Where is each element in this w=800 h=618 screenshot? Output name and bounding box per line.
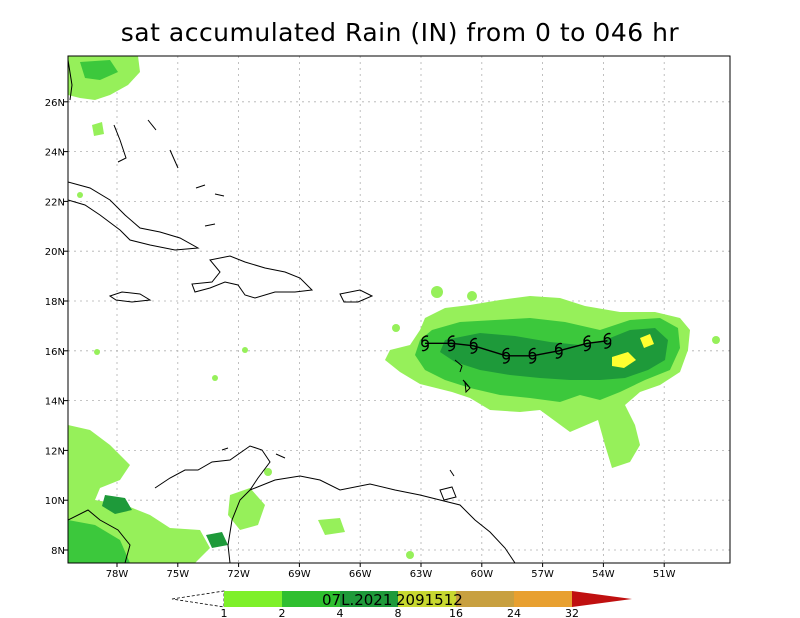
coastline-jamaica [108, 291, 152, 303]
colorbar-tick-label: 24 [507, 607, 521, 618]
lon-tick-label: 69W [288, 569, 311, 580]
coastline-cuba [68, 181, 200, 251]
colorbar-tick-label: 4 [337, 607, 344, 618]
storm-id-label: 07L.2021 [322, 591, 392, 609]
colorbar-low-triangle [171, 590, 225, 608]
hurricane-symbol-icon [528, 347, 537, 364]
lat-tick-label: 20N [45, 247, 65, 258]
hurricane-symbol-icon [603, 332, 612, 349]
coastline-bahamas-4 [195, 184, 206, 189]
rain-cell [242, 347, 248, 353]
lon-tick-label: 72W [227, 569, 250, 580]
coastline-hispaniola [191, 255, 314, 299]
coastline-south-america [68, 445, 516, 563]
lat-tick-label: 26N [45, 98, 65, 109]
coastline-aruba [221, 447, 229, 451]
coastlines [68, 59, 516, 563]
colorbar-box [224, 591, 282, 607]
colorbar-tick-label: 16 [449, 607, 463, 618]
rain-heavy-patch [206, 532, 228, 548]
colorbar-high-triangle [572, 591, 632, 607]
chart-title: sat accumulated Rain (IN) from 0 to 046 … [120, 18, 680, 47]
lat-tick-label: 14N [45, 397, 65, 408]
coastline-guadeloupe [454, 359, 463, 373]
rain-max-region [612, 352, 636, 368]
hurricane-symbol-icon [554, 342, 563, 359]
rain-max-region-2 [640, 334, 654, 348]
rain-trinidad [318, 518, 345, 535]
rain-cell [392, 324, 400, 332]
colorbar-box [340, 591, 398, 607]
rain-cell [77, 192, 83, 198]
lat-tick-label: 24N [45, 148, 65, 159]
hurricane-symbol-icon [583, 335, 592, 352]
rain-cell [431, 286, 443, 298]
lat-tick-label: 16N [45, 347, 65, 358]
coastline-grenada [449, 469, 455, 477]
lat-tick-label: 10N [45, 496, 65, 507]
rain-cell [406, 551, 414, 559]
map-frame [68, 56, 730, 563]
lon-tick-label: 63W [410, 569, 433, 580]
rain-cell [467, 291, 477, 301]
lon-tick-label: 75W [166, 569, 189, 580]
rain-field [68, 56, 720, 563]
coastline-barbados [464, 380, 471, 394]
hurricane-symbol-icon [447, 335, 456, 352]
lon-tick-label: 57W [531, 569, 554, 580]
coastline-puerto-rico [339, 289, 374, 303]
lat-tick-label: 22N [45, 197, 65, 208]
lon-tick-label: 51W [653, 569, 676, 580]
lon-tick-label: 66W [349, 569, 372, 580]
colorbar-tick-label: 32 [565, 607, 579, 618]
coastline-curacao [275, 453, 286, 459]
rain-bahamas [92, 122, 104, 136]
lon-tick-label: 60W [470, 569, 493, 580]
coastline-bahamas-2 [147, 119, 157, 131]
colorbar-box [514, 591, 572, 607]
rain-cell [712, 336, 720, 344]
lat-tick-label: 18N [45, 297, 65, 308]
storm-date-label: 2091512 [396, 591, 463, 609]
lon-tick-label: 78W [106, 569, 129, 580]
hurricane-symbol-icon [469, 337, 478, 354]
hurricane-symbol-icon [421, 335, 429, 352]
rain-southwest-heavy [102, 495, 132, 514]
rain-cell [212, 375, 218, 381]
coastline-bahamas-5 [214, 193, 225, 197]
coastline-florida [68, 59, 73, 101]
rain-southwest-mid [68, 520, 130, 563]
rain-cell [94, 349, 100, 355]
colorbar-box [456, 591, 514, 607]
lat-tick-label: 12N [45, 446, 65, 457]
map-border [67, 55, 731, 564]
colorbar-boxes [224, 591, 572, 607]
rain-southwest [68, 425, 210, 563]
rain-north-mid [80, 60, 118, 80]
colorbar-box [398, 591, 456, 607]
hurricane-symbol-icon [502, 347, 511, 364]
colorbar-tick-label: 1 [221, 607, 228, 618]
storm-track [421, 332, 612, 364]
axis-ticks: 78W 75W 72W 69W 66W 63W 60W 57W 54W 51W 8N 10N 12N 14… [45, 98, 676, 580]
colorbar-tick-label: 2 [279, 607, 286, 618]
colorbar-labels: 1 2 4 8 16 24 32 [221, 607, 580, 618]
coastline-trinidad [439, 486, 457, 501]
lat-tick-label: 8N [51, 546, 65, 557]
lon-tick-label: 54W [592, 569, 615, 580]
coastline-bahamas-3 [169, 149, 179, 169]
colorbar-tick-label: 8 [395, 607, 402, 618]
rain-venezuela [228, 488, 265, 530]
colorbar-box [282, 591, 340, 607]
coastline-bahamas-6 [204, 223, 216, 227]
coastline-bahamas [113, 124, 127, 163]
rain-cell [264, 468, 272, 476]
colorbar: 1 2 4 8 16 24 32 07L.2021 2091512 [171, 590, 632, 618]
